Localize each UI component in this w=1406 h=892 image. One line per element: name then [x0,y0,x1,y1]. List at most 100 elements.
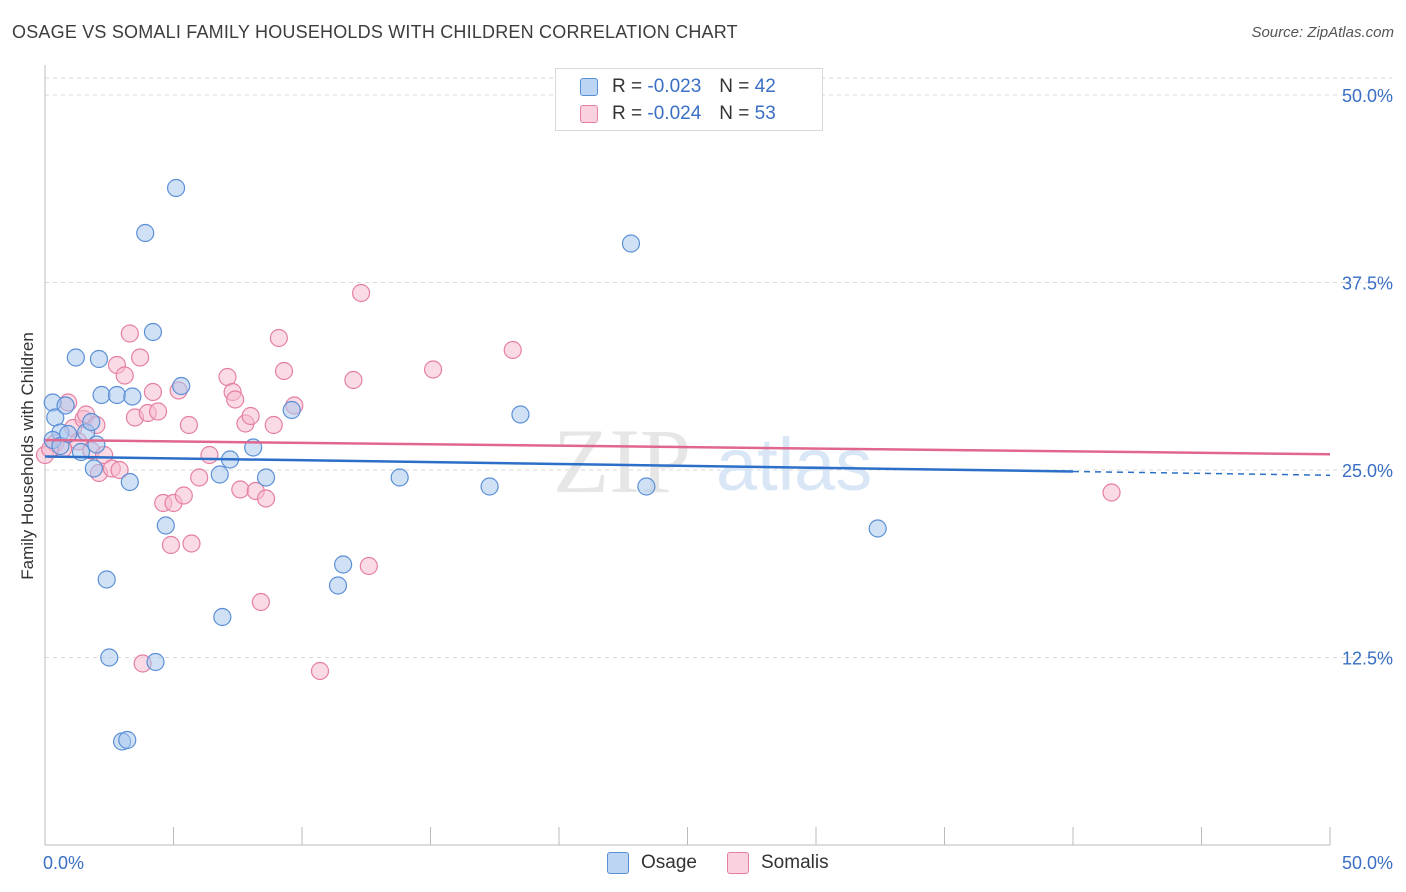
somalis-point [251,592,270,612]
osage-point [59,424,78,444]
somalis-point [1102,483,1121,502]
somalis-point [352,283,371,303]
osage-point [89,349,109,369]
osage-point [97,570,116,589]
somalis-point [148,402,168,421]
somalis-point [231,480,250,499]
somalis-point [200,445,219,465]
osage-point [637,477,656,496]
source-label: Source: ZipAtlas.com [1251,24,1394,41]
osage-point [136,223,155,243]
watermark-atlas: atlas [716,423,872,506]
osage-point [143,322,163,342]
somalis-points [35,283,1121,681]
osage-point [118,730,137,750]
watermark: ZIP atlas [553,410,872,512]
osage-point [256,468,276,487]
somalis-point [161,535,181,555]
x-tick-label: 0.0% [43,853,84,873]
osage-r-value: -0.023 [647,76,702,97]
osage-point [282,400,301,420]
osage-point [172,376,191,396]
somalis-point [110,460,129,480]
osage-swatch [580,78,598,96]
grid-lines [45,77,1392,658]
somalis-legend-label: Somalis [761,852,829,873]
legend-item-osage[interactable]: Osage [607,852,697,874]
somalis-point [179,415,199,435]
osage-point [56,396,75,415]
somalis-point [130,348,150,367]
somalis-point [274,361,294,381]
osage-r-label: R = [612,76,643,97]
legend-row-osage: R = -0.023 N = 42 [580,75,776,99]
osage-point [120,472,139,492]
osage-legend-swatch [607,852,629,874]
osage-point [390,468,409,487]
legend-item-somalis[interactable]: Somalis [727,852,829,874]
somalis-legend-swatch [727,852,749,874]
somalis-point [182,534,201,553]
osage-point [328,576,348,595]
somalis-point [310,661,330,681]
osage-n-value: 42 [754,76,776,97]
osage-point [511,405,530,424]
somalis-point [344,370,363,390]
legend-row-somalis: R = -0.024 N = 53 [580,102,776,126]
watermark-zip: ZIP [553,410,691,512]
somalis-r-label: R = [612,103,643,124]
tick-labels: 12.5% 25.0% 37.5% 50.0% 0.0% 50.0% [43,86,1393,873]
osage-point [146,652,165,672]
series-legend: Osage Somalis [0,852,1406,878]
y-tick-label: 50.0% [1342,86,1393,106]
somalis-n-value: 53 [754,103,776,124]
somalis-point [115,366,134,385]
osage-point [156,516,175,535]
y-tick-label: 25.0% [1342,461,1393,481]
osage-point [868,519,887,538]
osage-point [100,648,119,667]
somalis-point [190,468,209,487]
osage-point [87,435,106,454]
x-tick-label: 50.0% [1342,853,1393,873]
somalis-point [269,328,288,348]
osage-point [82,412,101,432]
chart-title: OSAGE VS SOMALI FAMILY HOUSEHOLDS WITH C… [12,22,738,42]
osage-point [166,178,186,198]
y-tick-label: 12.5% [1342,649,1393,669]
osage-point [334,555,353,574]
trend-lines [44,438,1331,476]
somalis-point [264,415,283,435]
somalis-r-value: -0.024 [647,103,702,124]
osage-point [84,459,103,478]
osage-point [213,607,232,627]
osage-point [92,385,111,405]
osage-legend-label: Osage [641,852,697,873]
somalis-point [503,340,522,360]
y-axis-label: Family Households with Children [18,332,37,580]
osage-point [66,348,85,367]
somalis-point [226,390,245,409]
somalis-point [143,382,163,402]
y-tick-label: 37.5% [1342,274,1393,294]
correlation-legend: R = -0.023 N = 42 R = -0.024 N = 53 [555,68,823,131]
somalis-point [256,489,276,508]
osage-point [123,387,142,406]
osage-point [621,234,641,253]
somalis-swatch [580,105,598,123]
osage-points [43,178,887,751]
somalis-point [423,360,443,379]
osage-trend-extension [1072,470,1331,476]
somalis-point [241,406,260,426]
osage-n-label: N = [719,76,750,97]
somalis-trend-line [44,438,1331,456]
osage-point [480,477,499,496]
osage-trend-line [44,455,1074,473]
osage-point [107,385,127,405]
somalis-point [359,556,378,576]
osage-point [210,465,229,484]
somalis-point [120,324,139,343]
somalis-point [174,486,193,505]
somalis-n-label: N = [719,103,750,124]
